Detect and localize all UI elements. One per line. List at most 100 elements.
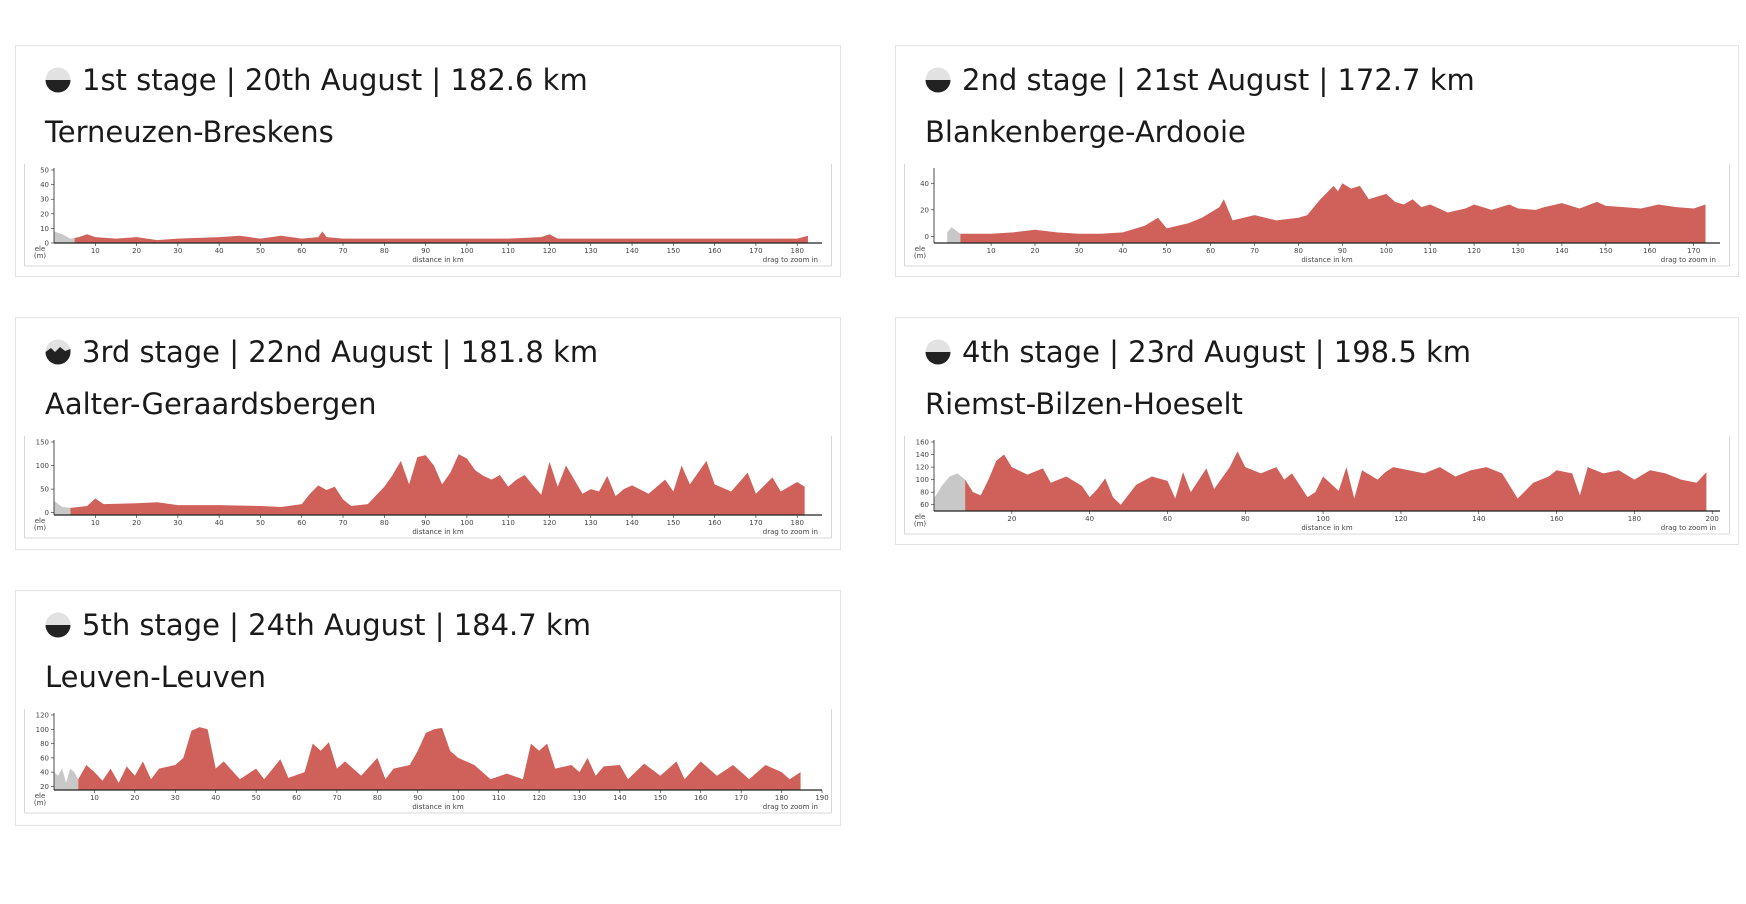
- x-tick-label: 200: [1706, 515, 1719, 523]
- stage-card-4[interactable]: 4th stage | 23rd August | 198.5 km Riems…: [895, 317, 1739, 545]
- x-tick-label: 100: [460, 519, 473, 527]
- y-axis-unit: (m): [34, 799, 47, 807]
- elevation-profile-chart[interactable]: 0 20 40 10 20 30 40 50 60 70 80 90 100 110 120 130 140 15…: [904, 164, 1730, 272]
- x-axis-label: distance in km: [412, 256, 464, 264]
- stage-card-5[interactable]: 5th stage | 24th August | 184.7 km Leuve…: [15, 590, 841, 826]
- elevation-area: [960, 183, 1706, 243]
- y-tick-label: 60: [40, 754, 49, 762]
- flat-stage-icon: [925, 67, 951, 93]
- x-tick-label: 130: [1511, 247, 1524, 255]
- x-tick-label: 40: [215, 247, 224, 255]
- x-tick-label: 80: [1294, 247, 1303, 255]
- x-tick-label: 140: [1555, 247, 1568, 255]
- y-tick-label: 60: [920, 501, 929, 509]
- x-tick-label: 80: [1241, 515, 1250, 523]
- flat-stage-icon: [45, 612, 71, 638]
- elevation-area: [965, 451, 1707, 511]
- y-tick-label: 50: [40, 486, 49, 494]
- x-tick-label: 50: [256, 247, 265, 255]
- stage-card-3[interactable]: 3rd stage | 22nd August | 181.8 km Aalte…: [15, 317, 841, 550]
- y-axis-label: ele: [35, 245, 46, 253]
- zoom-hint: drag to zoom in: [1661, 524, 1716, 532]
- x-tick-label: 90: [413, 794, 422, 802]
- x-tick-label: 110: [502, 519, 515, 527]
- elevation-area: [78, 727, 801, 790]
- elevation-profile-chart[interactable]: 0 10 20 30 40 50 10 20 30 40 50 60 70 80 90 100 110 120 13…: [24, 164, 832, 272]
- x-tick-label: 120: [543, 247, 556, 255]
- x-tick-label: 100: [1316, 515, 1329, 523]
- neutral-zone-area: [54, 500, 71, 515]
- x-tick-label: 10: [987, 247, 996, 255]
- stage-title: 2nd stage | 21st August | 172.7 km: [962, 63, 1475, 97]
- x-tick-label: 150: [1599, 247, 1612, 255]
- x-tick-label: 60: [1163, 515, 1172, 523]
- elevation-profile-chart[interactable]: 60 80 100 120 140 160 20 40 60 80 100 120 140 160 180 2…: [904, 436, 1730, 540]
- y-tick-label: 100: [36, 726, 49, 734]
- stage-header: 5th stage | 24th August | 184.7 km: [45, 605, 591, 645]
- x-axis-label: distance in km: [1301, 256, 1353, 264]
- x-tick-label: 80: [373, 794, 382, 802]
- elevation-profile-chart[interactable]: 20 40 60 80 100 120 10 20 30 40 50 60 70 80 90 100 110 12…: [24, 709, 832, 819]
- y-tick-label: 0: [925, 233, 929, 241]
- x-tick-label: 10: [91, 247, 100, 255]
- x-tick-label: 180: [791, 247, 804, 255]
- y-tick-label: 20: [40, 210, 49, 218]
- neutral-zone-area: [934, 473, 966, 511]
- stage-route: Leuven-Leuven: [45, 660, 266, 694]
- y-axis-label: ele: [35, 517, 46, 525]
- x-tick-label: 20: [1031, 247, 1040, 255]
- stage-title: 5th stage | 24th August | 184.7 km: [82, 608, 591, 642]
- x-tick-label: 30: [173, 247, 182, 255]
- zoom-hint: drag to zoom in: [763, 803, 818, 811]
- x-tick-label: 60: [297, 519, 306, 527]
- y-tick-label: 150: [36, 439, 49, 447]
- x-tick-label: 170: [1687, 247, 1700, 255]
- stage-card-1[interactable]: 1st stage | 20th August | 182.6 km Terne…: [15, 45, 841, 277]
- x-tick-label: 130: [584, 519, 597, 527]
- x-tick-label: 170: [749, 519, 762, 527]
- stage-header: 2nd stage | 21st August | 172.7 km: [925, 60, 1475, 100]
- x-tick-label: 110: [502, 247, 515, 255]
- y-tick-label: 160: [916, 439, 929, 447]
- x-tick-label: 100: [460, 247, 473, 255]
- x-tick-label: 50: [252, 794, 261, 802]
- y-tick-label: 40: [40, 769, 49, 777]
- x-tick-label: 150: [667, 247, 680, 255]
- y-tick-label: 40: [40, 181, 49, 189]
- y-tick-label: 20: [40, 783, 49, 791]
- x-tick-label: 140: [625, 519, 638, 527]
- x-tick-label: 10: [90, 794, 99, 802]
- x-tick-label: 60: [1206, 247, 1215, 255]
- y-tick-label: 80: [920, 489, 929, 497]
- zoom-hint: drag to zoom in: [1661, 256, 1716, 264]
- x-tick-label: 120: [532, 794, 545, 802]
- x-tick-label: 130: [584, 247, 597, 255]
- neutral-zone-area: [54, 231, 75, 243]
- x-tick-label: 30: [171, 794, 180, 802]
- x-tick-label: 90: [421, 247, 430, 255]
- x-tick-label: 90: [1338, 247, 1347, 255]
- x-tick-label: 40: [211, 794, 220, 802]
- y-axis-unit: (m): [34, 252, 47, 260]
- x-tick-label: 40: [1118, 247, 1127, 255]
- elevation-profile-chart[interactable]: 0 50 100 150 10 20 30 40 50 60 70 80 90 100 110 120 130 1…: [24, 436, 832, 544]
- stage-header: 4th stage | 23rd August | 198.5 km: [925, 332, 1471, 372]
- stage-card-2[interactable]: 2nd stage | 21st August | 172.7 km Blank…: [895, 45, 1739, 277]
- x-tick-label: 70: [339, 247, 348, 255]
- x-tick-label: 150: [654, 794, 667, 802]
- x-tick-label: 160: [708, 247, 721, 255]
- x-tick-label: 100: [452, 794, 465, 802]
- elevation-area: [74, 231, 808, 243]
- x-tick-label: 20: [132, 247, 141, 255]
- x-tick-label: 110: [492, 794, 505, 802]
- y-axis-label: ele: [35, 792, 46, 800]
- y-tick-label: 0: [45, 509, 49, 517]
- x-tick-label: 70: [339, 519, 348, 527]
- x-tick-label: 20: [1007, 515, 1016, 523]
- x-tick-label: 60: [292, 794, 301, 802]
- x-tick-label: 80: [380, 247, 389, 255]
- x-tick-label: 40: [215, 519, 224, 527]
- stage-title: 4th stage | 23rd August | 198.5 km: [962, 335, 1472, 369]
- y-tick-label: 120: [36, 712, 49, 720]
- stage-route: Aalter-Geraardsbergen: [45, 387, 377, 421]
